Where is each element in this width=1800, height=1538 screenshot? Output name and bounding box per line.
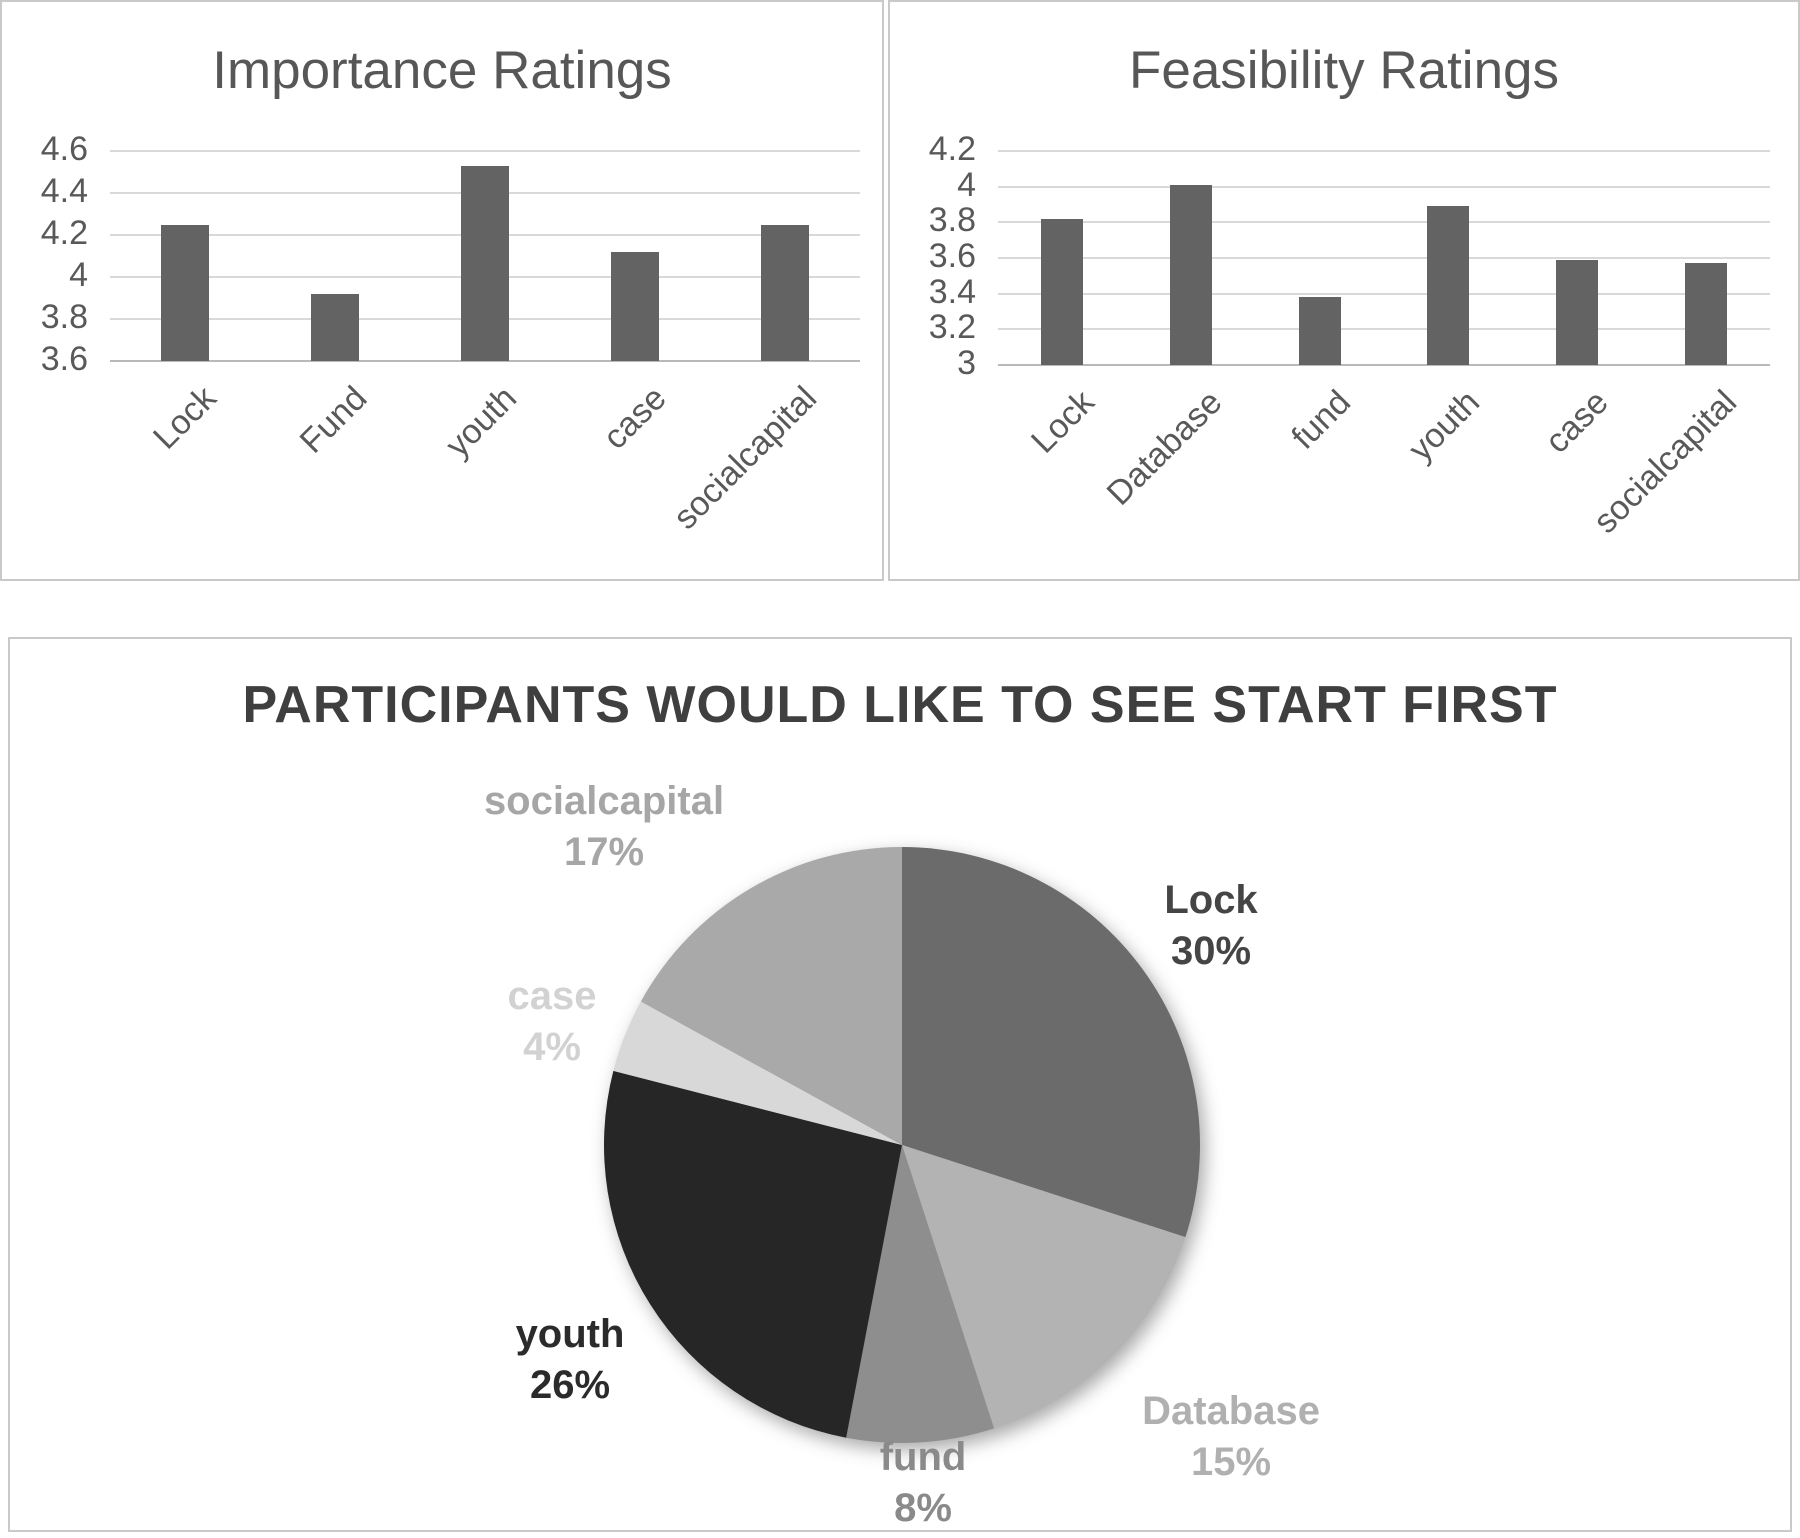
bar-feasibility-lock (1041, 218, 1084, 365)
pie-label-percent-case: 4% (523, 1025, 581, 1069)
importance-ratings-chart: Importance Ratings 4.6 4.4 4.2 4 3.8 3.6 Lock F… (0, 0, 884, 581)
y-tick-label-3.6: 3.6 (928, 236, 976, 275)
gridline-3 (998, 364, 1770, 366)
bar-feasibility-fund (1298, 297, 1341, 365)
gridline-3.2 (998, 328, 1770, 331)
y-tick-label-4: 4 (69, 255, 88, 294)
pie-label-name-case: case (507, 974, 597, 1018)
bar-importance-lock (161, 224, 209, 361)
gridline-3.6 (998, 257, 1770, 259)
x-category-label-case: case (1538, 383, 1616, 461)
x-category-label-database: Database (1100, 383, 1230, 513)
pie-label-name-youth: youth (515, 1312, 625, 1356)
x-category-label-youth: youth (1401, 383, 1488, 469)
y-tick-label-3.8: 3.8 (928, 201, 976, 240)
x-category-label-lock: Lock (1023, 383, 1102, 461)
x-category-label-youth: youth (438, 379, 524, 465)
feasibility-chart-title: Feasibility Ratings (1128, 41, 1560, 100)
pie-label-socialcapital: socialcapital 17% (484, 776, 724, 878)
x-category-label-case: case (596, 379, 674, 457)
y-tick-label-3.2: 3.2 (928, 308, 976, 347)
pie-slice-socialcapital (640, 847, 902, 1145)
y-tick-label-3.6: 3.6 (40, 339, 88, 378)
pie-label-case: case 4% (508, 971, 597, 1073)
y-tick-label-4.2: 4.2 (40, 213, 88, 252)
pie-label-name-database: Database (1142, 1389, 1320, 1433)
feasibility-plot-area: 4.2 4 3.8 3.6 3.4 3.2 3 Lock Database fund youth ca… (890, 2, 1798, 579)
bar-feasibility-youth (1427, 206, 1470, 365)
pie-graphic (603, 847, 1200, 1443)
pie-slice-fund (846, 1145, 995, 1443)
y-tick-label-4.4: 4.4 (40, 171, 88, 210)
y-tick-label-4.6: 4.6 (40, 129, 88, 168)
pie-chart-title: PARTICIPANTS WOULD LIKE TO SEE START FIR… (242, 676, 1558, 734)
bar-importance-case (611, 251, 659, 361)
pie-slice-youth (603, 1070, 902, 1438)
pie-label-youth: youth 26% (516, 1309, 625, 1411)
pie-label-name-lock: Lock (1164, 878, 1258, 922)
pie-labels-layer: Lock 30% Database 15% fund 8% youth 26% case 4% so… (10, 639, 1790, 1530)
x-category-label-fund: fund (1284, 383, 1359, 457)
y-tick-label-4: 4 (957, 165, 976, 204)
start-first-pie-chart: PARTICIPANTS WOULD LIKE TO SEE START FIR… (8, 637, 1792, 1532)
pie-label-percent-database: 15% (1190, 1440, 1272, 1484)
y-tick-label-4.2: 4.2 (928, 129, 976, 168)
bar-importance-fund (311, 293, 359, 361)
gridline-3.6 (110, 360, 860, 362)
gridline-4 (998, 185, 1770, 188)
pie-label-percent-youth: 26% (529, 1363, 611, 1407)
bar-feasibility-case (1556, 259, 1598, 365)
bar-feasibility-database (1170, 184, 1212, 365)
x-category-label-fund: Fund (292, 379, 374, 461)
gridline-4.6 (110, 150, 860, 152)
bar-importance-socialcapital (761, 224, 809, 361)
gridline-4.2 (998, 150, 1770, 152)
pie-label-percent-socialcapital: 17% (563, 830, 645, 874)
feasibility-ratings-chart: Feasibility Ratings 4.2 4 3.8 3.6 3.4 3.2 3 Loc… (888, 0, 1800, 581)
pie-label-percent-lock: 30% (1170, 929, 1252, 973)
y-tick-label-3.8: 3.8 (40, 297, 88, 336)
x-category-label-lock: Lock (146, 379, 224, 457)
pie-slice-case (613, 1001, 902, 1145)
pie-label-name-fund: fund (879, 1435, 967, 1479)
pie-slice-lock (902, 847, 1200, 1238)
y-tick-label-3.4: 3.4 (928, 272, 976, 311)
bar-feasibility-socialcapital (1684, 263, 1727, 365)
gridline-3.4 (998, 292, 1770, 295)
pie-label-name-socialcapital: socialcapital (483, 779, 725, 823)
pie-label-percent-fund: 8% (894, 1486, 952, 1530)
pie-label-fund: fund 8% (880, 1432, 967, 1534)
importance-chart-title: Importance Ratings (212, 41, 672, 100)
pie-label-database: Database 15% (1142, 1386, 1320, 1488)
y-tick-label-3: 3 (957, 343, 976, 382)
pie-slice-database (902, 1145, 1186, 1429)
pie-label-lock: Lock 30% (1164, 875, 1257, 977)
x-category-label-socialcapital: socialcapital (666, 379, 824, 537)
bar-importance-youth (461, 165, 509, 361)
importance-plot-area: 4.6 4.4 4.2 4 3.8 3.6 Lock Fund youth case socialc… (2, 2, 882, 579)
gridline-3.8 (998, 221, 1770, 224)
